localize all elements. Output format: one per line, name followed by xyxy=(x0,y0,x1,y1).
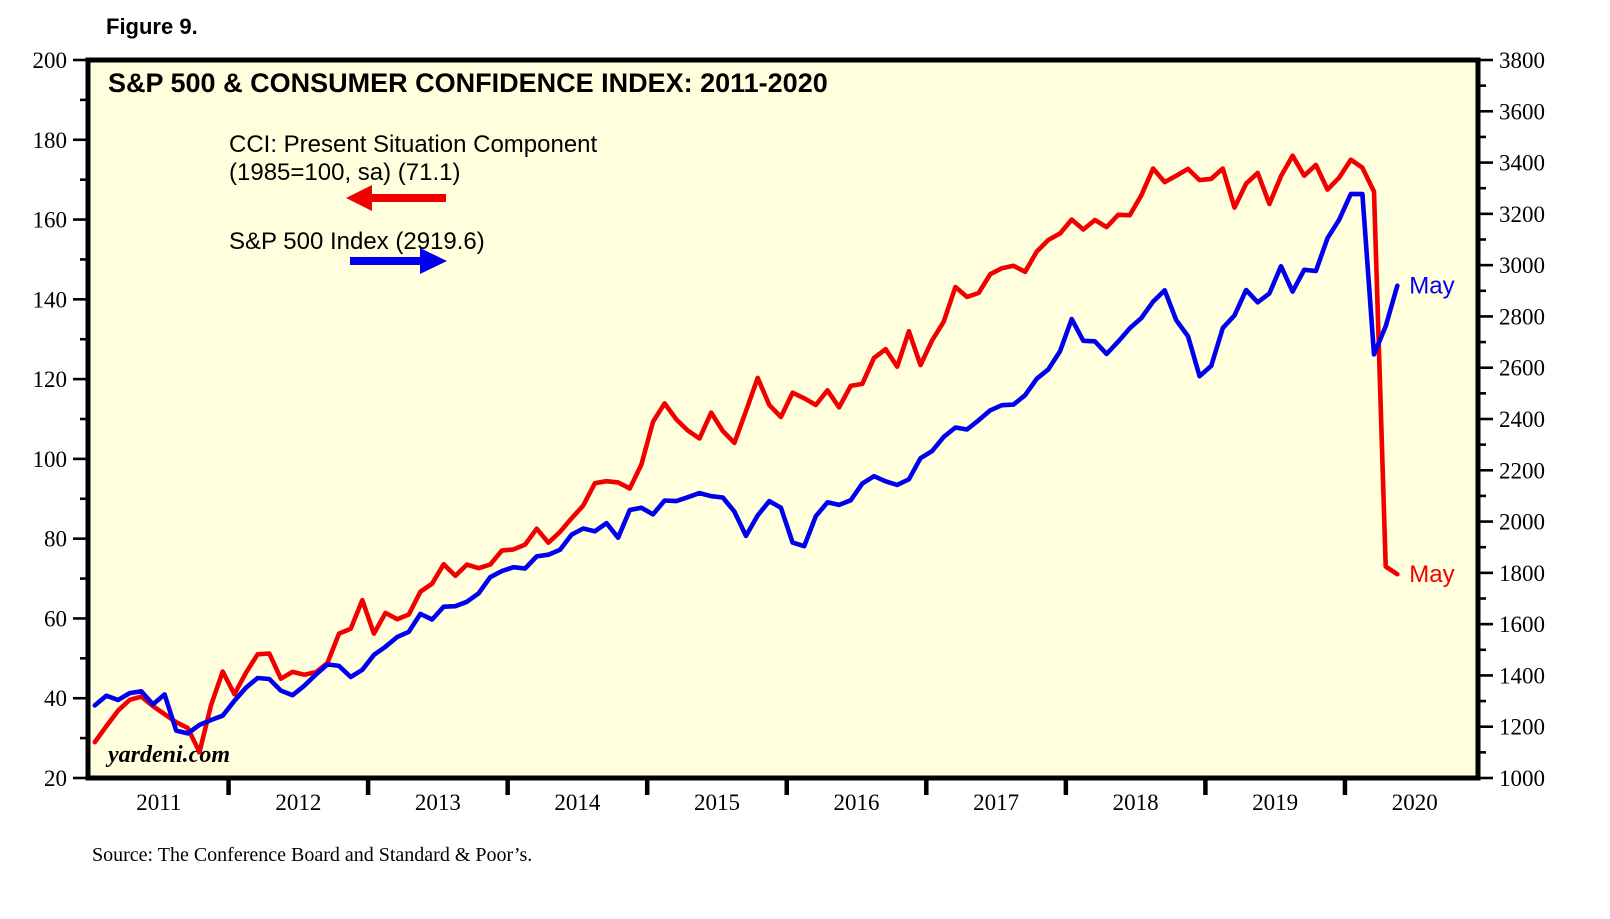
x-axis-year-label: 2020 xyxy=(1392,790,1438,815)
right-axis-tick-label: 1000 xyxy=(1499,766,1545,791)
plot-frame xyxy=(85,57,1481,781)
legend-cci-line2: (1985=100, sa) (71.1) xyxy=(229,159,460,186)
x-axis-year-label: 2018 xyxy=(1113,790,1159,815)
right-axis-tick-label: 2600 xyxy=(1499,356,1545,381)
right-axis-tick-label: 2400 xyxy=(1499,407,1545,432)
left-axis-tick-label: 100 xyxy=(33,447,68,472)
x-axis-year-label: 2012 xyxy=(275,790,321,815)
legend-cci-line1: CCI: Present Situation Component xyxy=(229,131,598,158)
source-note: Source: The Conference Board and Standar… xyxy=(92,844,533,866)
left-axis-tick-label: 200 xyxy=(33,48,68,73)
left-axis-tick-label: 180 xyxy=(33,128,68,153)
left-axis-tick-label: 40 xyxy=(44,686,67,711)
right-axis-tick-label: 1800 xyxy=(1499,561,1545,586)
right-axis-tick-label: 3200 xyxy=(1499,202,1545,227)
left-axis-tick-label: 60 xyxy=(44,606,67,631)
spx-right-arrow-head xyxy=(420,248,447,274)
right-axis-tick-label: 1400 xyxy=(1499,663,1545,688)
x-axis-year-label: 2011 xyxy=(136,790,181,815)
left-axis-tick-label: 140 xyxy=(33,287,68,312)
right-axis-tick-label: 3800 xyxy=(1499,48,1545,73)
cci-line xyxy=(92,153,1400,755)
x-axis-year-label: 2014 xyxy=(554,790,601,815)
x-axis-year-label: 2016 xyxy=(834,790,880,815)
right-axis-tick-label: 1200 xyxy=(1499,715,1545,740)
right-axis-tick-label: 1600 xyxy=(1499,612,1545,637)
spx-end-label: May xyxy=(1409,273,1454,300)
yardeni-watermark: yardeni.com xyxy=(105,742,230,768)
right-axis-tick-label: 3600 xyxy=(1499,99,1545,124)
right-axis-tick-label: 2000 xyxy=(1499,510,1545,535)
spx-line xyxy=(92,191,1400,736)
left-axis-tick-label: 80 xyxy=(44,527,67,552)
left-axis-tick-label: 20 xyxy=(44,766,67,791)
right-axis-tick-label: 3000 xyxy=(1499,253,1545,278)
chart-title: S&P 500 & CONSUMER CONFIDENCE INDEX: 201… xyxy=(108,68,828,98)
x-axis-year-label: 2019 xyxy=(1252,790,1298,815)
left-axis-tick-label: 120 xyxy=(33,367,68,392)
plot-background xyxy=(88,60,1478,778)
left-axis-tick-label: 160 xyxy=(33,208,68,233)
right-axis-tick-label: 2800 xyxy=(1499,304,1545,329)
cci-left-arrow-head xyxy=(346,185,372,211)
cci-end-label: May xyxy=(1409,561,1454,588)
x-axis-year-label: 2013 xyxy=(415,790,461,815)
x-axis-year-label: 2015 xyxy=(694,790,740,815)
legend-spx-line1: S&P 500 Index (2919.6) xyxy=(229,228,485,255)
x-axis-year-label: 2017 xyxy=(973,790,1019,815)
right-axis-tick-label: 3400 xyxy=(1499,151,1545,176)
figure-label: Figure 9. xyxy=(106,14,198,39)
right-axis-tick-label: 2200 xyxy=(1499,458,1545,483)
